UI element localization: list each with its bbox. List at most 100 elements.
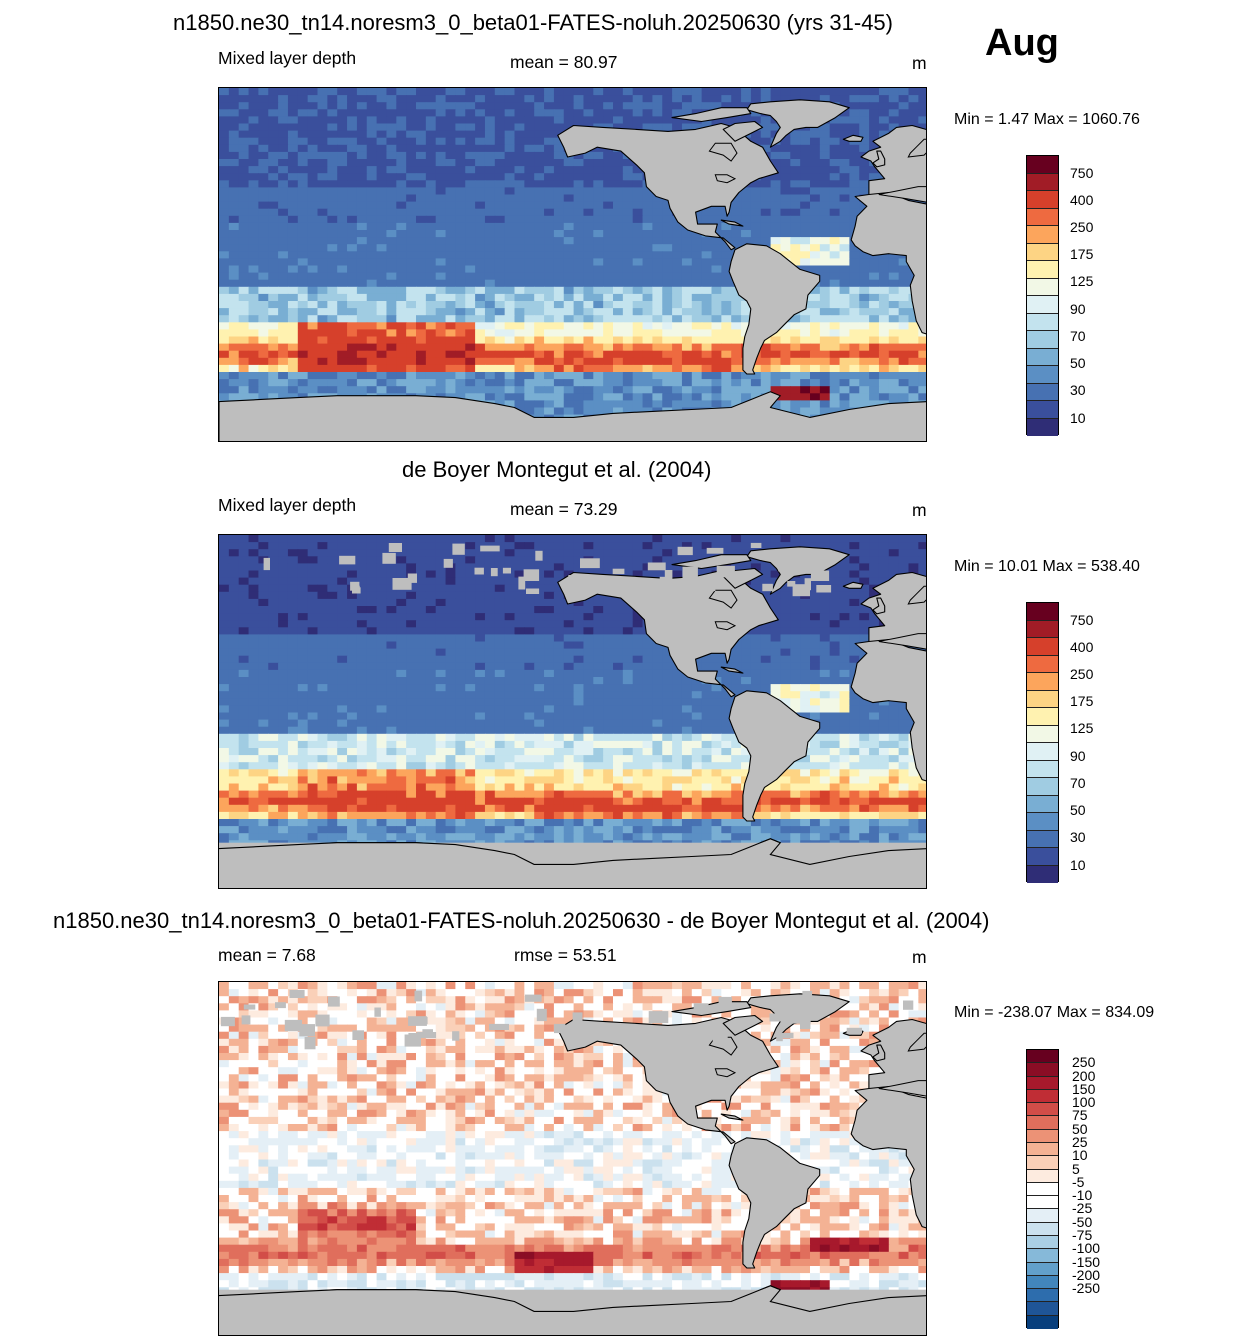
field-cell <box>258 535 269 543</box>
field-cell <box>691 315 703 323</box>
field-cell <box>238 648 250 657</box>
field-cell <box>406 634 417 643</box>
field-cell <box>435 109 447 117</box>
field-cell <box>514 627 525 635</box>
field-cell <box>770 357 782 366</box>
field-cell <box>524 286 535 295</box>
field-cell <box>810 620 821 628</box>
panel1-minmax: Min = 1.47 Max = 1060.76 <box>954 111 1140 128</box>
field-cell <box>228 563 240 572</box>
field-cell <box>435 130 447 139</box>
field-cell <box>406 144 417 153</box>
field-cell <box>307 116 319 125</box>
field-cell <box>583 655 594 664</box>
field-cell <box>622 357 634 366</box>
field-cell <box>494 166 506 174</box>
field-cell <box>829 329 841 338</box>
field-cell <box>603 159 614 167</box>
field-cell <box>416 251 427 259</box>
field-cell <box>760 542 772 550</box>
field-cell <box>780 584 791 593</box>
field-cell <box>642 542 653 550</box>
field-cell <box>721 293 732 302</box>
field-cell <box>356 350 368 359</box>
field-cell <box>721 258 732 267</box>
field-cell <box>810 187 821 196</box>
field-cell <box>416 88 427 96</box>
field-cell <box>425 201 437 210</box>
field-cell <box>297 230 309 238</box>
field-cell <box>406 137 417 146</box>
field-cell <box>287 535 299 543</box>
field-cell <box>613 655 624 664</box>
field-cell <box>780 159 791 167</box>
field-cell <box>494 286 506 295</box>
field-cell <box>711 102 722 110</box>
field-cell <box>287 187 299 196</box>
field-cell <box>396 137 407 146</box>
field-cell <box>662 272 673 281</box>
field-cell <box>770 400 782 409</box>
field-cell <box>898 293 910 302</box>
field-cell <box>583 372 594 380</box>
field-cell <box>652 258 663 267</box>
field-cell <box>524 222 535 231</box>
field-cell <box>416 613 427 621</box>
field-cell <box>869 123 880 132</box>
field-cell <box>829 400 841 409</box>
field-cell <box>376 655 388 664</box>
field-cell <box>632 336 644 345</box>
field-cell <box>445 535 456 543</box>
field-cell <box>593 549 604 557</box>
field-cell <box>859 201 870 210</box>
field-cell <box>563 265 575 274</box>
field-cell <box>445 648 456 657</box>
field-cell <box>622 159 634 167</box>
field-cell <box>524 251 535 259</box>
field-cell <box>376 606 388 614</box>
field-cell <box>652 279 663 288</box>
field-cell <box>721 393 732 401</box>
field-cell <box>514 343 525 352</box>
field-cell <box>514 201 525 210</box>
field-cell <box>780 400 791 409</box>
field-cell <box>829 372 841 380</box>
field-cell <box>662 244 673 252</box>
field-cell <box>652 393 663 401</box>
field-cell <box>563 222 575 231</box>
field-cell <box>445 151 456 160</box>
field-cell <box>248 166 259 174</box>
field-cell <box>376 598 388 607</box>
field-cell <box>258 151 269 160</box>
field-cell <box>504 301 516 309</box>
field-cell <box>711 357 722 366</box>
field-cell <box>327 634 338 643</box>
field-cell <box>731 542 742 550</box>
field-cell <box>593 144 604 153</box>
field-cell <box>672 301 683 309</box>
field-cell <box>445 272 456 281</box>
field-cell <box>445 180 456 188</box>
field-cell <box>268 648 279 657</box>
field-cell <box>514 620 525 628</box>
field-cell <box>563 613 575 621</box>
field-cell <box>839 237 850 245</box>
field-cell <box>622 95 634 103</box>
field-cell <box>494 293 506 302</box>
field-cell <box>524 620 535 628</box>
field-cell <box>800 180 811 188</box>
field-cell <box>425 655 437 664</box>
field-cell <box>297 187 309 196</box>
field-cell <box>573 372 585 380</box>
field-cell <box>238 379 250 387</box>
field-cell <box>287 208 299 217</box>
field-cell <box>287 230 299 238</box>
field-cell <box>524 109 535 117</box>
field-cell <box>356 180 368 188</box>
field-cell <box>386 372 397 380</box>
colorbar-swatch <box>1027 348 1058 366</box>
field-cell <box>297 556 309 564</box>
field-cell <box>347 279 358 288</box>
field-cell <box>583 315 594 323</box>
field-cell <box>819 88 831 96</box>
